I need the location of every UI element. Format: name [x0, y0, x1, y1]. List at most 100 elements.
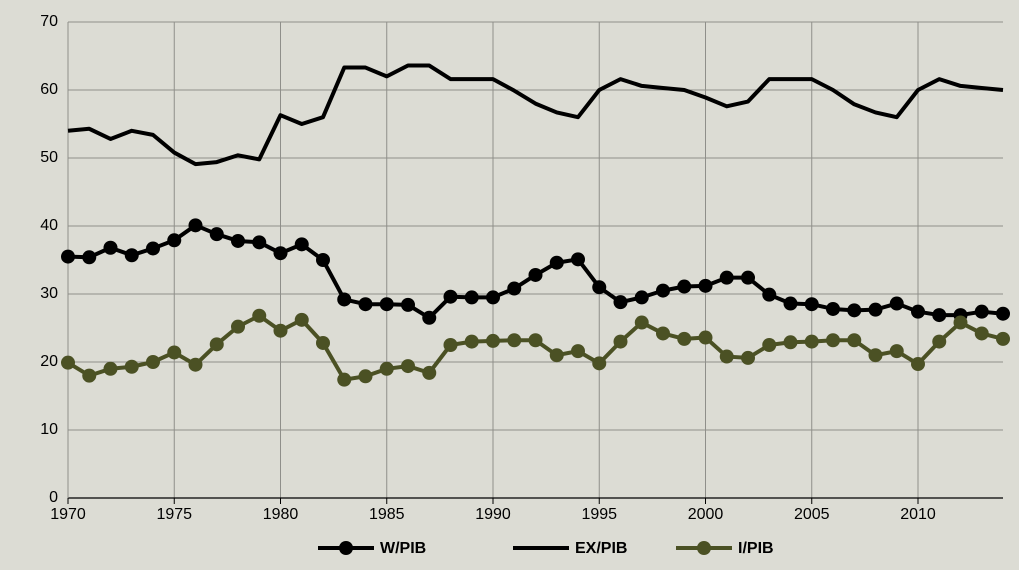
point — [889, 344, 904, 359]
point — [231, 233, 245, 248]
point — [209, 337, 224, 352]
point — [741, 350, 755, 365]
point — [124, 248, 139, 263]
point — [592, 356, 607, 371]
point — [401, 359, 415, 374]
series-line — [67, 63, 1004, 167]
point — [974, 326, 989, 341]
y-tick-label: 20 — [40, 353, 58, 370]
point — [613, 334, 628, 349]
point — [146, 241, 160, 256]
point — [974, 304, 989, 319]
point — [209, 227, 224, 242]
point — [358, 297, 373, 312]
y-tick-label: 0 — [49, 489, 58, 506]
point — [592, 280, 607, 295]
x-tick-label: 2000 — [688, 506, 724, 523]
point — [528, 333, 543, 348]
x-tick-label: 1980 — [263, 506, 299, 523]
point — [82, 368, 97, 383]
point — [868, 302, 883, 317]
point — [677, 279, 692, 294]
point — [528, 267, 543, 282]
point — [634, 290, 649, 305]
point — [379, 361, 394, 376]
point — [231, 319, 245, 334]
point — [889, 296, 904, 311]
point — [294, 312, 309, 327]
point — [783, 335, 798, 350]
point — [486, 290, 500, 305]
point — [294, 237, 309, 252]
point — [698, 330, 713, 345]
point — [826, 301, 840, 316]
point — [401, 297, 415, 312]
point — [358, 369, 373, 384]
x-tick-label: 2010 — [900, 506, 936, 523]
point — [549, 255, 564, 270]
point — [847, 303, 862, 318]
point — [677, 331, 692, 346]
y-tick-label: 40 — [40, 217, 58, 234]
point — [464, 334, 479, 349]
point — [719, 349, 734, 364]
point — [252, 235, 267, 250]
point — [826, 333, 840, 348]
point — [634, 315, 649, 330]
point — [316, 335, 330, 350]
point — [188, 218, 203, 233]
point — [124, 359, 139, 374]
point — [103, 361, 118, 376]
legend-label: EX/PIB — [575, 540, 627, 557]
point — [804, 297, 819, 312]
point — [847, 333, 862, 348]
point — [868, 348, 883, 363]
point — [443, 338, 458, 352]
point — [337, 292, 352, 307]
point — [656, 283, 670, 298]
point — [103, 240, 118, 255]
x-tick-label: 1975 — [156, 506, 192, 523]
point — [911, 304, 925, 319]
point — [911, 357, 925, 372]
legend-marker — [697, 541, 711, 555]
x-tick-label: 1990 — [475, 506, 511, 523]
point — [549, 348, 564, 363]
x-tick-label: 1995 — [581, 506, 617, 523]
point — [379, 297, 394, 312]
point — [61, 355, 75, 370]
series-line — [66, 313, 1004, 382]
point — [464, 290, 479, 305]
y-tick-label: 30 — [40, 285, 58, 302]
point — [443, 289, 458, 304]
point — [146, 355, 160, 369]
legend-marker — [339, 541, 353, 555]
point — [507, 333, 522, 348]
x-tick-label: 1985 — [369, 506, 405, 523]
point — [613, 295, 628, 310]
point — [656, 326, 670, 341]
point — [422, 310, 437, 325]
y-tick-label: 50 — [40, 149, 58, 166]
point — [762, 287, 777, 302]
x-tick-label: 2005 — [794, 506, 830, 523]
point — [422, 365, 437, 380]
point — [571, 344, 585, 359]
y-tick-label: 70 — [40, 13, 58, 30]
point — [762, 338, 777, 352]
y-tick-label: 60 — [40, 81, 58, 98]
point — [741, 270, 755, 285]
point — [167, 345, 182, 360]
point — [932, 334, 947, 349]
point — [932, 308, 947, 323]
y-tick-label: 10 — [40, 421, 58, 438]
point — [167, 233, 182, 248]
point — [571, 252, 585, 267]
point — [273, 246, 288, 261]
point — [996, 331, 1010, 346]
point — [804, 334, 819, 349]
point — [188, 357, 203, 372]
point — [783, 296, 798, 311]
